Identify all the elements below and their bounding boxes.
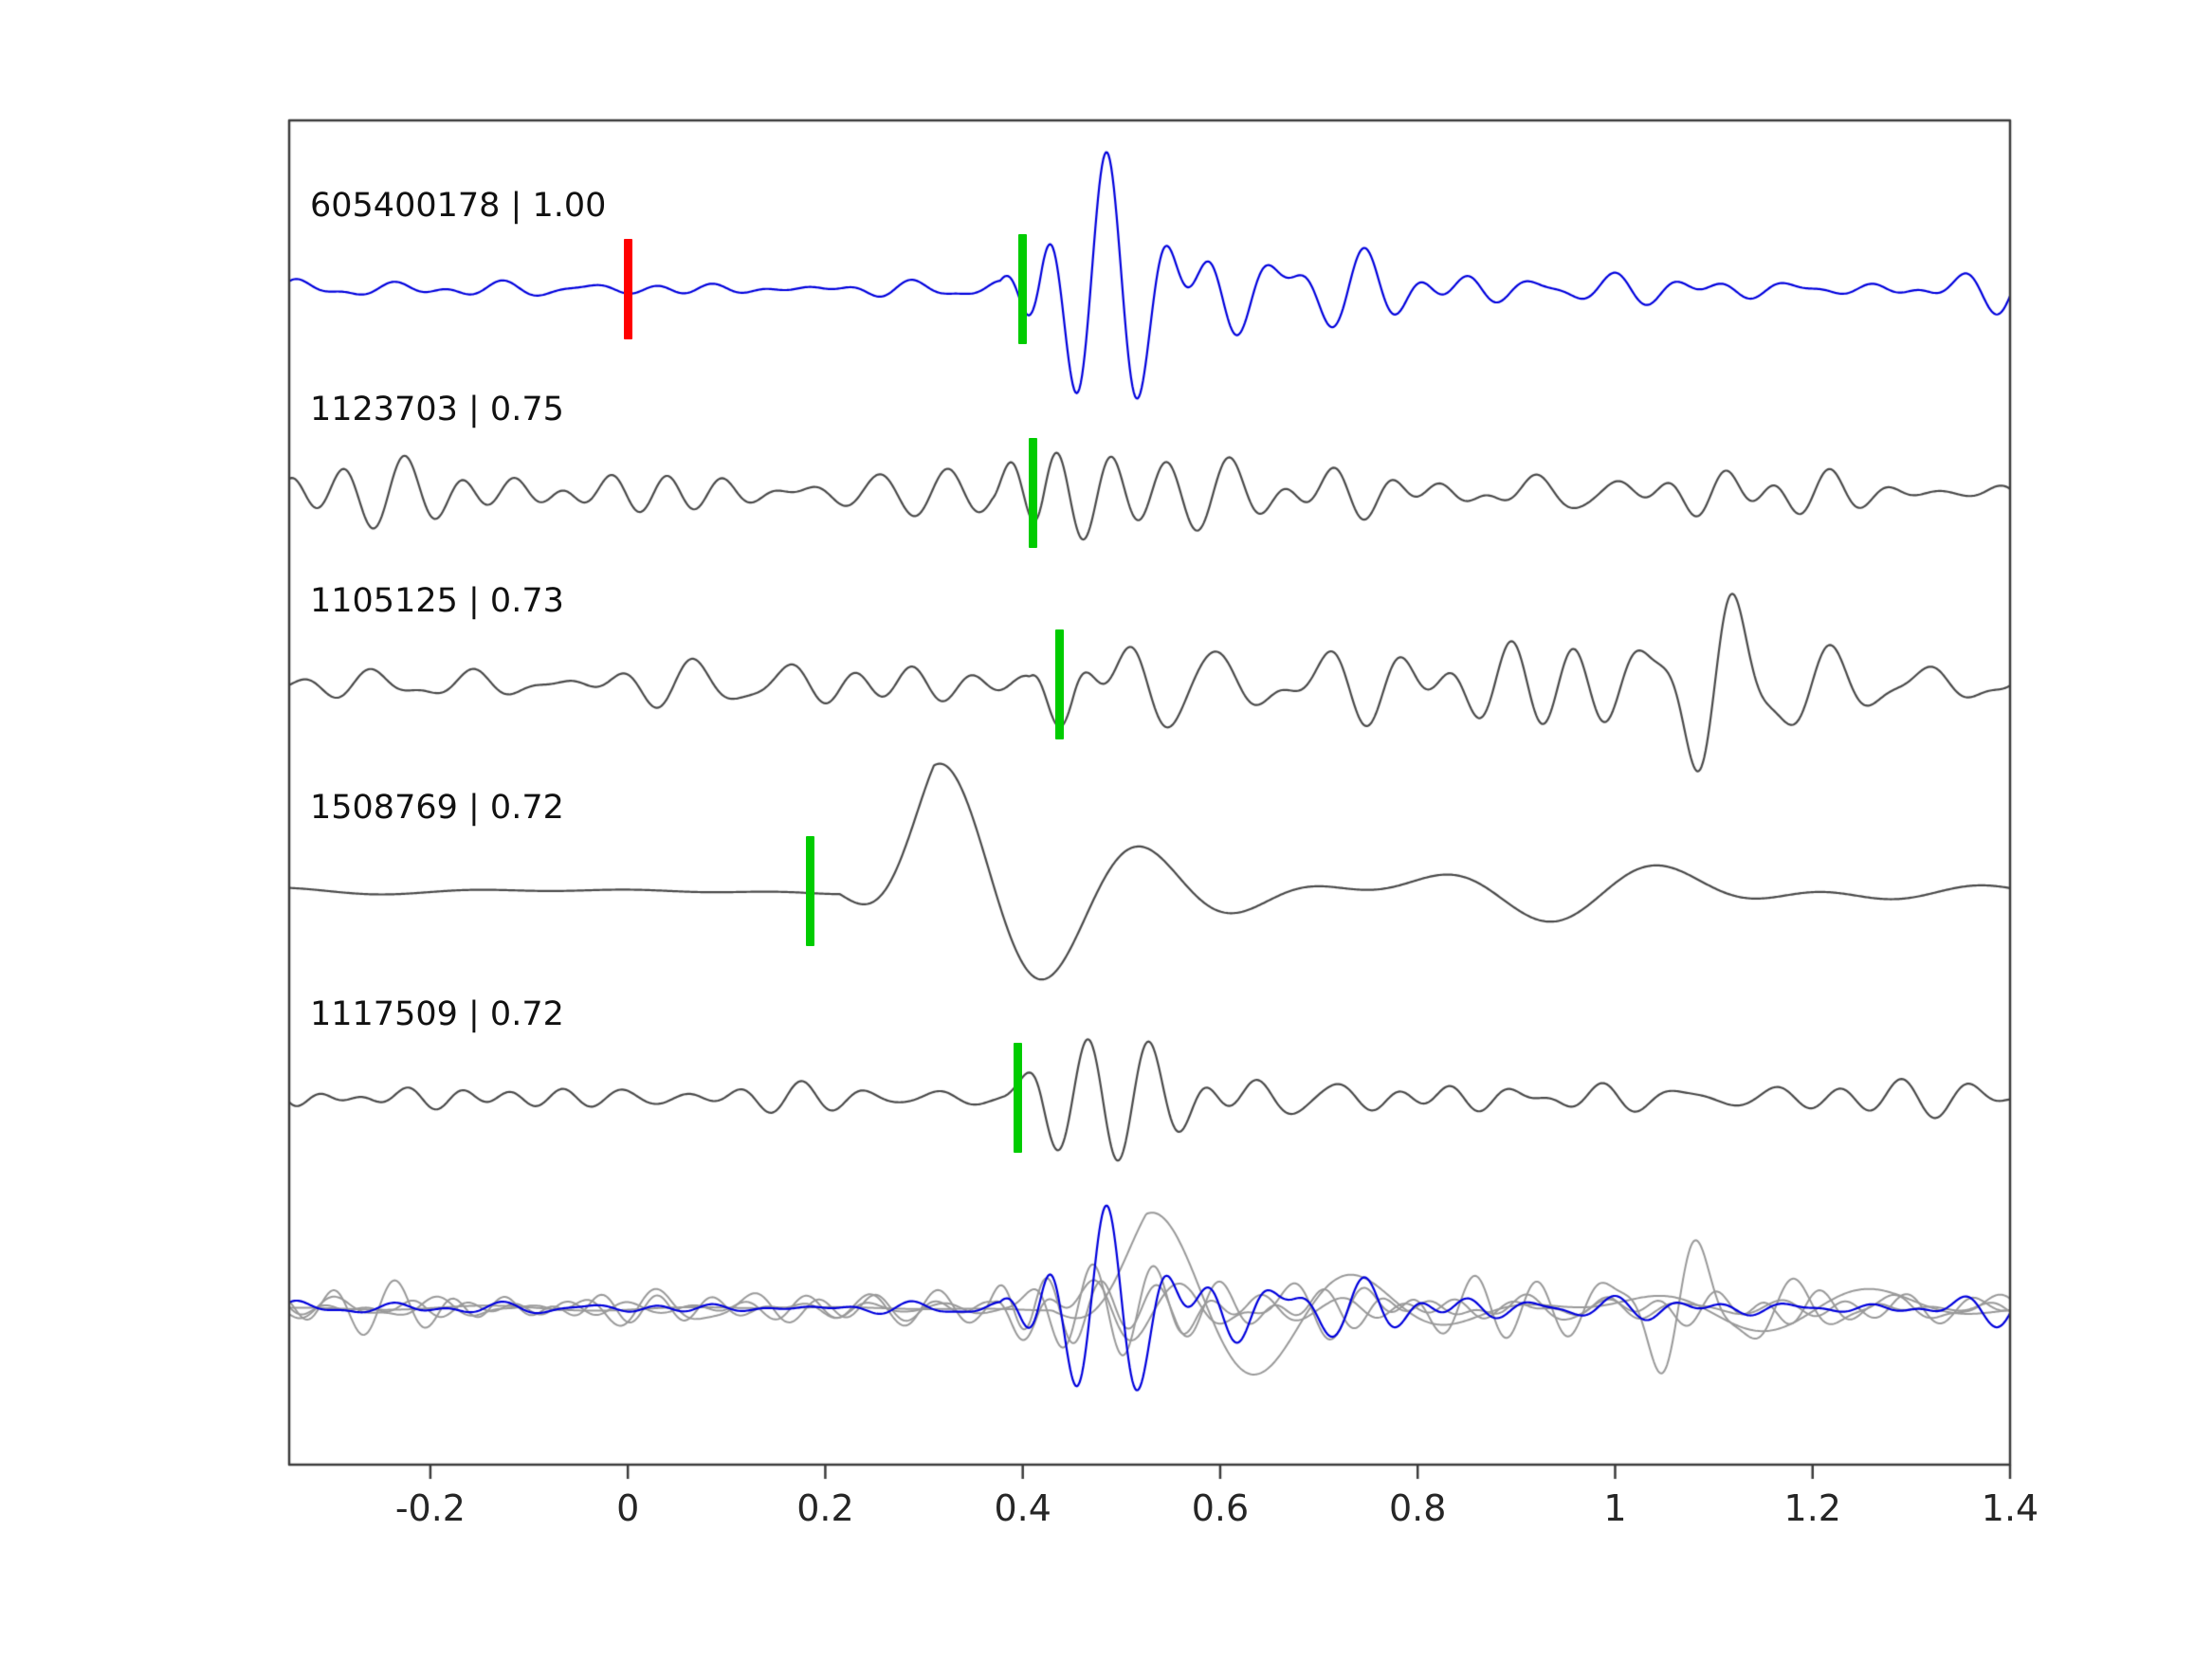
- waveform-canvas: [0, 0, 2212, 1659]
- waveform-figure: 605400178.OO.AXEC1.EHN 605400178 | 1.001…: [0, 0, 2212, 1659]
